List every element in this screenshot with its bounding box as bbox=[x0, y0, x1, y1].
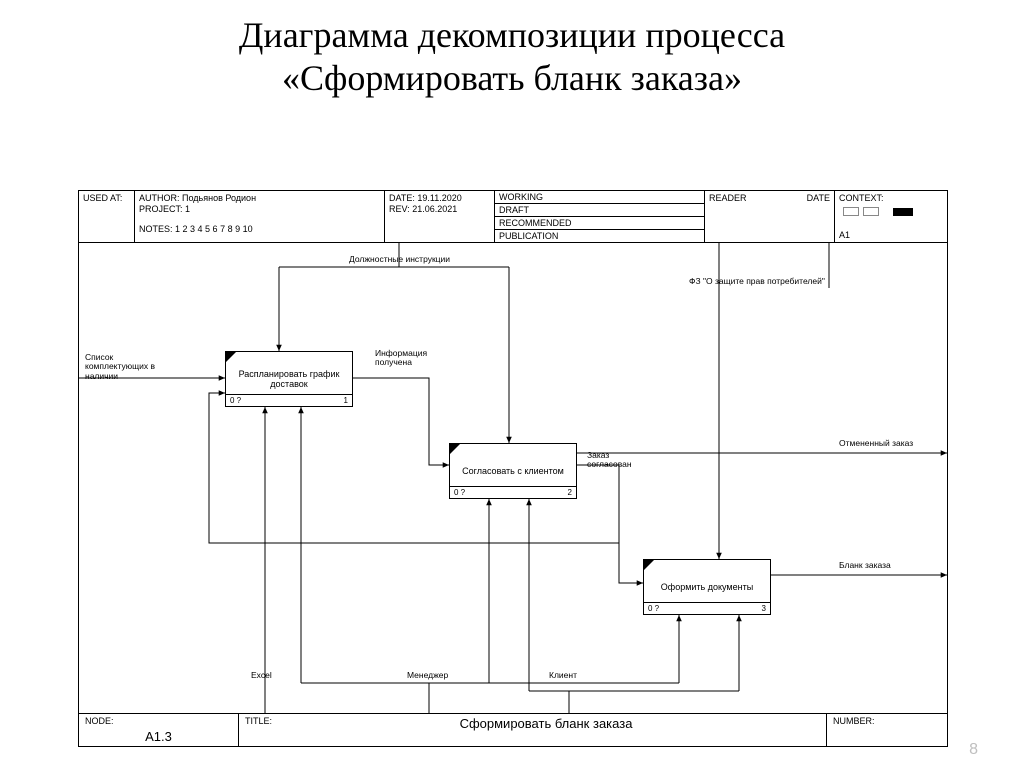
activity-1-label: Распланировать график доставок bbox=[226, 369, 352, 389]
footer-node: NODE: A1.3 bbox=[79, 714, 239, 746]
label-instructions: Должностные инструкции bbox=[349, 255, 450, 264]
activity-box-2: Согласовать с клиентом 0 ? 2 bbox=[449, 443, 577, 499]
label-fz: ФЗ "О защите прав потребителей" bbox=[689, 277, 825, 286]
label-cancel: Отмененный заказ bbox=[839, 439, 913, 448]
hdr-context: CONTEXT: A1 bbox=[835, 191, 947, 242]
footer-number: NUMBER: bbox=[827, 714, 947, 746]
hdr-used-at: USED AT: bbox=[79, 191, 135, 242]
label-client: Клиент bbox=[549, 671, 577, 680]
frame-header: USED AT: AUTHOR: Подьянов Родион PROJECT… bbox=[79, 191, 947, 243]
page-number: 8 bbox=[969, 741, 978, 759]
title-line-1: Диаграмма декомпозиции процесса bbox=[239, 15, 785, 55]
idef0-frame: USED AT: AUTHOR: Подьянов Родион PROJECT… bbox=[78, 190, 948, 747]
hdr-dates: DATE: 19.11.2020 REV: 21.06.2021 bbox=[385, 191, 495, 242]
diagram-body: Распланировать график доставок 0 ? 1 Сог… bbox=[79, 243, 947, 713]
activity-3-label: Оформить документы bbox=[644, 582, 770, 592]
hdr-reader: READER DATE bbox=[705, 191, 835, 242]
frame-footer: NODE: A1.3 TITLE: Сформировать бланк зак… bbox=[79, 713, 947, 746]
title-line-2: «Сформировать бланк заказа» bbox=[282, 58, 742, 98]
label-input: Списоккомплектующих вналичии bbox=[85, 353, 155, 381]
label-agreed: Заказсогласован bbox=[587, 451, 632, 470]
label-excel: Excel bbox=[251, 671, 272, 680]
context-icon bbox=[843, 207, 913, 216]
label-info: Информацияполучена bbox=[375, 349, 427, 368]
hdr-meta: AUTHOR: Подьянов Родион PROJECT: 1 NOTES… bbox=[135, 191, 385, 242]
footer-title: TITLE: Сформировать бланк заказа bbox=[239, 714, 827, 746]
activity-box-3: Оформить документы 0 ? 3 bbox=[643, 559, 771, 615]
hdr-status: WORKING DRAFT RECOMMENDED PUBLICATION bbox=[495, 191, 705, 242]
activity-2-label: Согласовать с клиентом bbox=[450, 466, 576, 476]
label-manager: Менеджер bbox=[407, 671, 448, 680]
label-blank: Бланк заказа bbox=[839, 561, 891, 570]
activity-box-1: Распланировать график доставок 0 ? 1 bbox=[225, 351, 353, 407]
slide-title: Диаграмма декомпозиции процесса «Сформир… bbox=[40, 14, 984, 100]
